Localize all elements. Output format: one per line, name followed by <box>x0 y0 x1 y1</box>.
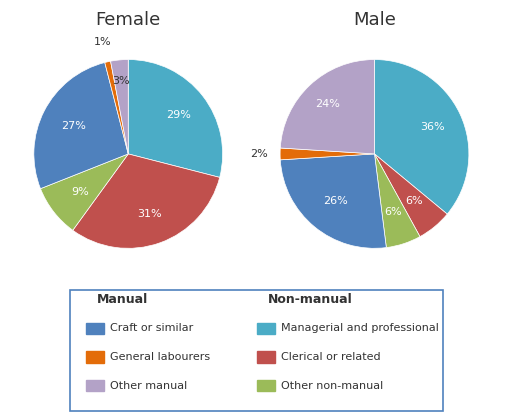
Wedge shape <box>374 154 420 248</box>
Bar <box>256 351 275 362</box>
Wedge shape <box>280 154 386 248</box>
Text: Other non-manual: Other non-manual <box>281 381 383 391</box>
Wedge shape <box>34 62 128 189</box>
Text: 2%: 2% <box>250 149 268 159</box>
Wedge shape <box>41 154 128 230</box>
Text: 31%: 31% <box>137 209 162 219</box>
Wedge shape <box>280 59 374 154</box>
Title: Male: Male <box>353 11 396 29</box>
Bar <box>256 323 275 334</box>
Text: Manual: Manual <box>97 293 148 306</box>
Bar <box>256 380 275 391</box>
Text: 9%: 9% <box>71 186 89 196</box>
Title: Female: Female <box>95 11 161 29</box>
Text: 26%: 26% <box>323 196 348 206</box>
Bar <box>86 380 104 391</box>
FancyBboxPatch shape <box>70 290 443 411</box>
Wedge shape <box>105 61 128 154</box>
Wedge shape <box>374 59 469 214</box>
Wedge shape <box>374 154 447 237</box>
Text: 24%: 24% <box>315 99 341 109</box>
Text: General labourers: General labourers <box>110 352 210 362</box>
Wedge shape <box>128 59 223 177</box>
Text: 6%: 6% <box>385 207 402 217</box>
Wedge shape <box>280 148 374 160</box>
Text: 1%: 1% <box>94 37 112 47</box>
Bar <box>86 351 104 362</box>
Text: 36%: 36% <box>420 121 445 131</box>
Text: 27%: 27% <box>61 121 86 131</box>
Bar <box>86 323 104 334</box>
Text: 6%: 6% <box>405 196 422 206</box>
Text: Clerical or related: Clerical or related <box>281 352 381 362</box>
Text: Non-manual: Non-manual <box>268 293 352 306</box>
Text: 3%: 3% <box>112 76 130 86</box>
Text: Managerial and professional: Managerial and professional <box>281 323 439 333</box>
Text: Other manual: Other manual <box>110 381 188 391</box>
Wedge shape <box>73 154 220 248</box>
Text: 29%: 29% <box>167 109 191 119</box>
Text: Craft or similar: Craft or similar <box>110 323 193 333</box>
Wedge shape <box>111 59 128 154</box>
